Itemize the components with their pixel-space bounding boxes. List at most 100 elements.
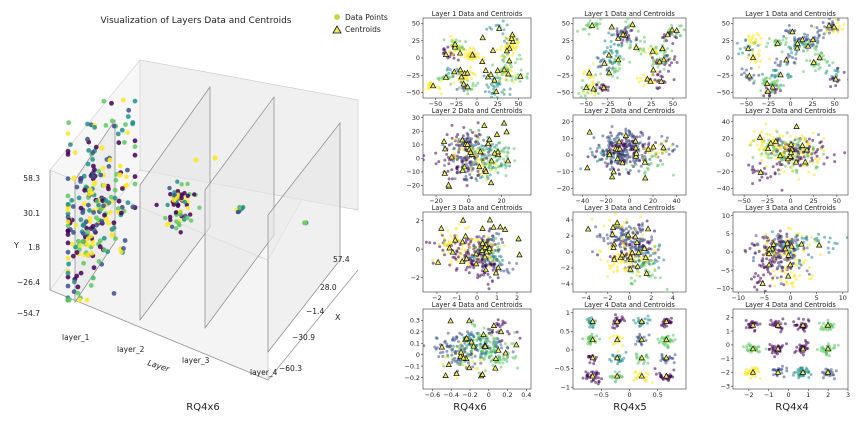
data-point <box>773 284 777 288</box>
data-point-3d <box>132 181 138 187</box>
data-point <box>494 169 498 172</box>
data-point <box>596 253 599 257</box>
x-tick-label: 50 <box>831 100 839 108</box>
data-point <box>748 344 752 348</box>
x-tick-label: 50 <box>833 197 841 205</box>
centroid-marker <box>769 83 776 90</box>
data-point <box>795 50 799 54</box>
data-point <box>482 234 486 238</box>
data-point <box>638 332 642 336</box>
data-point <box>636 29 640 33</box>
data-point <box>621 336 625 340</box>
data-point <box>755 242 759 246</box>
data-point <box>773 75 777 79</box>
data-point <box>609 359 613 363</box>
data-point <box>475 338 479 342</box>
data-point <box>613 261 617 265</box>
data-point-3d <box>302 220 307 226</box>
data-point-3d <box>65 219 71 225</box>
data-point-3d <box>105 183 111 189</box>
y-tick-label: −10 <box>407 168 421 176</box>
data-point-3d <box>75 238 81 244</box>
data-point <box>653 244 657 248</box>
data-point <box>828 236 832 240</box>
data-point <box>806 318 810 322</box>
data-point <box>775 87 778 91</box>
centroid-marker <box>644 75 651 82</box>
data-point <box>476 248 480 252</box>
data-point <box>771 230 774 234</box>
data-point <box>488 331 491 335</box>
data-point <box>780 143 784 147</box>
data-point <box>486 259 490 263</box>
caption-rq4x5: RQ4x5 <box>613 402 646 413</box>
centroid-marker <box>490 223 497 230</box>
data-point <box>488 153 492 157</box>
data-point <box>781 266 785 269</box>
centroid-marker <box>477 148 484 155</box>
centroid-marker <box>508 34 515 41</box>
data-point <box>611 74 615 78</box>
data-point <box>756 44 760 47</box>
data-point <box>470 356 474 360</box>
data-point <box>807 272 811 276</box>
centroid-marker <box>611 255 618 262</box>
data-point <box>786 282 790 286</box>
data-point <box>609 45 613 49</box>
centroid-marker <box>503 47 511 54</box>
data-point <box>483 369 487 373</box>
data-point <box>664 361 668 365</box>
data-point <box>640 153 644 157</box>
chart-3d-layers: Visualization of Layers Data and Centroi… <box>13 13 388 413</box>
data-point <box>491 63 495 67</box>
data-point-3d <box>65 207 71 213</box>
data-point <box>768 272 772 276</box>
data-point <box>827 31 831 35</box>
data-point <box>486 272 490 276</box>
data-point <box>627 129 631 133</box>
data-point <box>616 76 619 80</box>
centroid-marker <box>765 261 773 268</box>
data-point <box>602 152 606 156</box>
data-point <box>802 155 806 159</box>
data-point-3d <box>89 250 95 256</box>
y-tick-label: 2 <box>566 232 570 240</box>
data-point <box>471 81 475 85</box>
data-point <box>783 322 787 326</box>
data-point <box>515 57 519 61</box>
data-point <box>616 43 620 47</box>
data-point <box>812 43 815 47</box>
data-point <box>485 83 489 87</box>
subplot-points <box>735 18 848 98</box>
centroid-marker <box>472 260 480 267</box>
centroid-marker <box>605 51 613 58</box>
data-point <box>480 144 484 148</box>
data-point <box>759 276 763 280</box>
data-point <box>772 254 776 257</box>
data-point-3d <box>167 185 172 191</box>
data-point <box>768 57 771 61</box>
data-point-3d <box>86 148 92 153</box>
data-point <box>763 289 767 292</box>
centroid-marker <box>608 173 616 180</box>
data-point <box>745 344 749 348</box>
data-point <box>773 355 777 359</box>
data-point <box>804 366 808 370</box>
data-point <box>587 32 591 36</box>
x-tick-label: −5 <box>760 294 769 302</box>
data-point <box>666 29 670 33</box>
data-point <box>451 347 455 351</box>
x-tick-label: −0.2 <box>462 391 478 399</box>
data-point <box>508 93 512 96</box>
data-point <box>752 168 756 172</box>
data-point <box>793 138 797 142</box>
data-point <box>611 66 615 70</box>
data-point-3d <box>65 148 71 154</box>
data-point <box>595 147 599 150</box>
data-point <box>511 46 515 50</box>
data-point <box>780 327 784 331</box>
data-point <box>608 375 612 379</box>
data-point <box>744 368 748 372</box>
centroid-marker <box>642 254 649 260</box>
x-tick-label: 0 <box>788 197 792 205</box>
